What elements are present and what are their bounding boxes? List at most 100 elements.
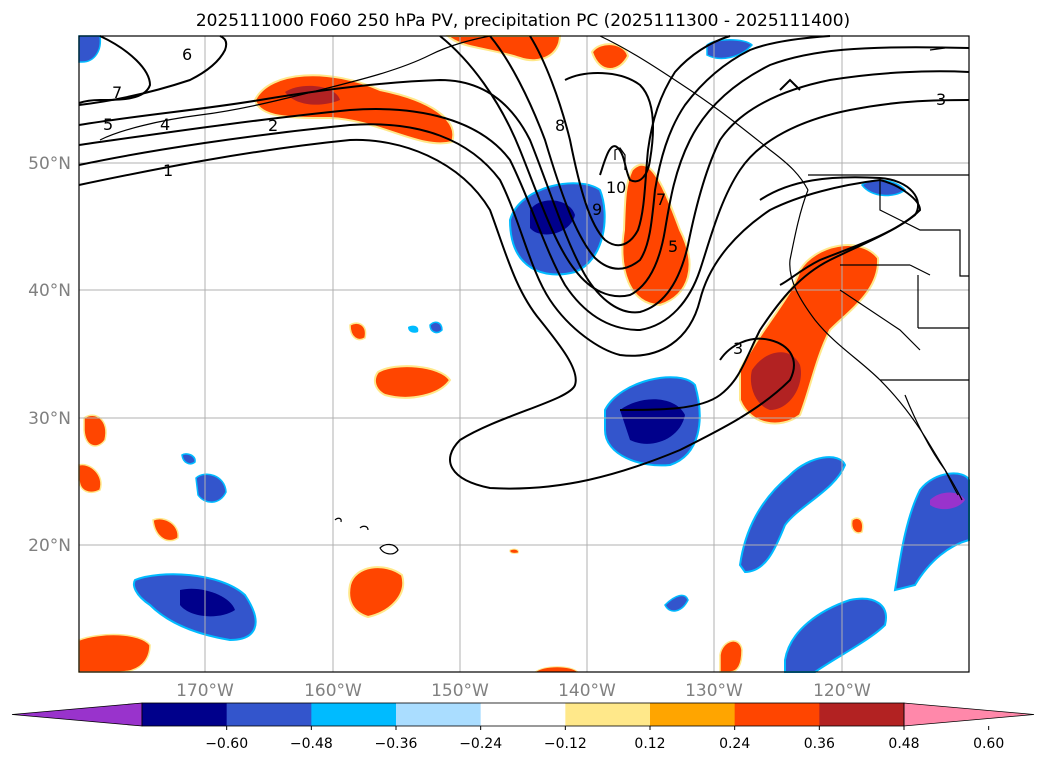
latitude-labels: 50°N 40°N 30°N 20°N bbox=[28, 154, 71, 556]
lon-label-120w: 120°W bbox=[813, 681, 871, 701]
precip-negative-region-southeast bbox=[784, 597, 887, 673]
contour-label-7: 7 bbox=[112, 83, 122, 102]
pv-contour-10 bbox=[564, 72, 654, 183]
precip-positive-region-gulf bbox=[590, 43, 630, 70]
pv-contour-tick-1 bbox=[779, 78, 801, 91]
colorbar-tick-label: −0.36 bbox=[375, 736, 418, 752]
colorbar-bin bbox=[480, 703, 566, 726]
colorbar-bin bbox=[650, 703, 736, 726]
longitude-labels: 170°W 160°W 150°W 140°W 130°W 120°W bbox=[176, 681, 871, 701]
precip-positive-region-south-edge bbox=[719, 640, 743, 673]
colorbar-outline bbox=[141, 702, 905, 727]
contour-label-3a: 3 bbox=[733, 339, 743, 358]
contour-label-7b: 7 bbox=[656, 190, 666, 209]
colorbar-bin bbox=[142, 703, 228, 726]
colorbar-tick-label: 0.48 bbox=[888, 736, 919, 752]
precip-negative-dot-4 bbox=[664, 594, 689, 612]
colorbar-bin bbox=[396, 703, 482, 726]
precip-positive-region-north bbox=[445, 35, 562, 62]
border-ca-nv bbox=[839, 289, 921, 351]
pv-contour-1 bbox=[78, 138, 795, 490]
map-frame bbox=[78, 35, 970, 673]
lon-label-150w: 150°W bbox=[431, 681, 489, 701]
precip-negative-dot-1 bbox=[195, 473, 227, 503]
precip-positive-region-south bbox=[348, 566, 405, 619]
contour-label-9: 9 bbox=[592, 200, 602, 219]
precip-extreme-negative-mexico bbox=[930, 492, 965, 510]
border-inland-1 bbox=[879, 180, 969, 277]
precip-positive-region-west-3 bbox=[152, 518, 179, 542]
lon-label-160w: 160°W bbox=[304, 681, 362, 701]
pv-contour-5 bbox=[78, 35, 228, 106]
lat-label-20n: 20°N bbox=[28, 536, 71, 556]
precip-strong-negative-offshore bbox=[530, 200, 575, 235]
lon-label-130w: 130°W bbox=[685, 681, 743, 701]
colorbar-bin bbox=[819, 703, 905, 726]
map-background bbox=[79, 36, 969, 672]
lon-label-170w: 170°W bbox=[176, 681, 234, 701]
contour-label-6: 6 bbox=[182, 45, 192, 64]
precip-positive-dot-2 bbox=[850, 517, 864, 534]
contour-label-5b: 5 bbox=[668, 237, 678, 256]
pv-contour-11 bbox=[759, 176, 920, 286]
contour-label-3b: 3 bbox=[936, 90, 946, 109]
colorbar-extend-low bbox=[11, 702, 143, 727]
lat-label-30n: 30°N bbox=[28, 409, 71, 429]
precip-positive-region-offshore bbox=[621, 163, 691, 307]
precip-negative-dot-6 bbox=[408, 325, 419, 333]
contour-label-1: 1 bbox=[163, 161, 173, 180]
contour-label-4: 4 bbox=[160, 115, 170, 134]
precip-strong-positive-california bbox=[750, 352, 801, 410]
pv-contour-2 bbox=[78, 123, 922, 411]
pv-contours bbox=[78, 35, 970, 490]
precip-negative-dot-2 bbox=[181, 453, 196, 465]
islands-haida bbox=[614, 147, 626, 170]
negative-anomaly-regions bbox=[78, 35, 970, 673]
precip-shading bbox=[78, 35, 970, 673]
island-maui bbox=[359, 525, 369, 531]
colorbar-tick-label: −0.12 bbox=[544, 736, 587, 752]
border-nv-az bbox=[917, 275, 969, 329]
precip-positive-dot-3 bbox=[509, 548, 519, 554]
pv-contour-6 bbox=[78, 35, 152, 104]
contour-label-5: 5 bbox=[103, 115, 113, 134]
pv-contour-8 bbox=[489, 35, 831, 270]
pv-contour-4 bbox=[78, 70, 970, 314]
precip-positive-dot-1 bbox=[349, 322, 367, 341]
island-hawaii bbox=[379, 543, 399, 555]
pv-contour-3 bbox=[78, 99, 970, 332]
colorbar-tick-label: 0.12 bbox=[634, 736, 665, 752]
precip-positive-region-sw bbox=[78, 633, 151, 673]
colorbar: −0.60 −0.48 −0.36 −0.24 −0.12 0.12 0.24 0.36 0.4… bbox=[11, 702, 1035, 752]
coastline-alaska-bc bbox=[599, 35, 809, 191]
colorbar-bin bbox=[565, 703, 651, 726]
precip-positive-region-central bbox=[373, 365, 452, 399]
colorbar-bin bbox=[226, 703, 312, 726]
precip-negative-region-east bbox=[738, 456, 847, 574]
precip-positive-region-west-1 bbox=[83, 414, 107, 447]
colorbar-tick-label: −0.24 bbox=[459, 736, 502, 752]
border-inland-2 bbox=[840, 264, 931, 276]
colorbar-tick-label: 0.60 bbox=[973, 736, 1004, 752]
coastline-us-west bbox=[789, 189, 963, 501]
colorbar-tick-label: −0.60 bbox=[205, 736, 248, 752]
colorbar-tick-label: −0.48 bbox=[290, 736, 333, 752]
colorbar-extend-high bbox=[903, 702, 1035, 727]
precip-positive-region-west-2 bbox=[78, 463, 102, 493]
pv-contour-7 bbox=[439, 35, 970, 298]
pv-contour-labels: 6 7 5 4 2 1 8 10 9 7 5 3 3 bbox=[103, 45, 946, 358]
colorbar-bin bbox=[734, 703, 820, 726]
map-title: 2025111000 F060 250 hPa PV, precipitatio… bbox=[196, 11, 850, 31]
contour-label-2: 2 bbox=[268, 116, 278, 135]
contour-label-10: 10 bbox=[606, 178, 626, 197]
precip-negative-dot-5 bbox=[429, 321, 443, 334]
contour-label-8: 8 bbox=[555, 116, 565, 135]
colorbar-tick-label: 0.24 bbox=[719, 736, 750, 752]
island-oahu bbox=[334, 517, 342, 523]
pv-contour-9 bbox=[529, 35, 731, 247]
colorbar-bin bbox=[311, 703, 397, 726]
lat-label-40n: 40°N bbox=[28, 281, 71, 301]
precip-strong-negative-southwest bbox=[180, 588, 235, 617]
colorbar-tick-label: 0.36 bbox=[804, 736, 835, 752]
